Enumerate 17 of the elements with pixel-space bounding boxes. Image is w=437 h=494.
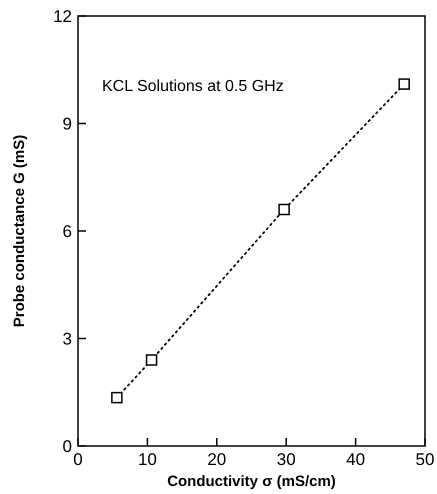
point	[111, 392, 123, 404]
annotation: KCL Solutions at 0.5 GHz	[102, 78, 284, 95]
point	[398, 78, 410, 90]
point	[278, 204, 290, 216]
y-tick-label: 12	[53, 6, 72, 26]
y-tick-label: 3	[62, 329, 72, 348]
point	[146, 354, 158, 366]
y-tick-label: 6	[62, 222, 72, 241]
y-axis-title: Probe conductance G (mS)	[11, 134, 28, 328]
y-tick-label: 0	[62, 436, 72, 456]
x-tick-label: 30	[276, 450, 296, 469]
y-tick-label: 9	[62, 114, 72, 134]
x-tick-label: 50	[416, 450, 434, 469]
x-tick-label: 40	[346, 450, 366, 469]
x-axis-title: Conductivity σ (mS/cm)	[167, 473, 336, 490]
x-tick-label: 20	[207, 450, 226, 469]
x-tick-label: 10	[138, 450, 157, 469]
